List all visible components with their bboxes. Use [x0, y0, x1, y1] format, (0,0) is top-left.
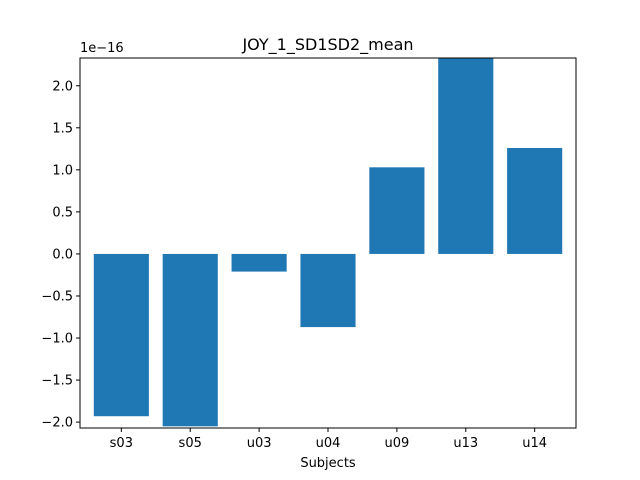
y-offset-label: 1e−16	[80, 41, 124, 56]
x-axis-label: Subjects	[300, 456, 356, 471]
bar-u03	[231, 253, 287, 272]
y-tick-label: −2.0	[41, 416, 73, 431]
y-tick-label: 1.0	[52, 163, 73, 178]
y-ticks-group: −2.0 −1.5 −1.0 −0.5 0.0 0.5 1.0 1.5 2.0	[41, 79, 80, 431]
y-tick-label: 0.0	[52, 247, 73, 262]
y-tick-label: −1.5	[41, 374, 73, 389]
chart-title: JOY_1_SD1SD2_mean	[241, 35, 413, 55]
x-tick-label: u13	[453, 436, 478, 451]
y-tick-label: 1.5	[52, 121, 73, 136]
y-tick-label: 0.5	[52, 205, 73, 220]
x-tick-label: u03	[247, 436, 272, 451]
x-ticks-group: s03 s05 u03 u04 u09 u13 u14	[110, 428, 547, 451]
bar-u13	[438, 58, 494, 254]
bar-s05	[162, 253, 218, 427]
x-tick-label: u09	[384, 436, 409, 451]
bar-u09	[369, 167, 425, 254]
x-tick-label: s03	[110, 436, 133, 451]
x-tick-label: u14	[522, 436, 547, 451]
plot-frame	[79, 57, 577, 429]
y-tick-label: −0.5	[41, 289, 73, 304]
x-tick-label: s05	[179, 436, 202, 451]
bars-group	[93, 58, 563, 427]
y-tick-label: 2.0	[52, 79, 73, 94]
y-tick-label: −1.0	[41, 332, 73, 347]
bar-u14	[507, 147, 563, 254]
bar-u04	[300, 253, 356, 328]
bar-s03	[93, 253, 149, 417]
x-tick-label: u04	[316, 436, 341, 451]
